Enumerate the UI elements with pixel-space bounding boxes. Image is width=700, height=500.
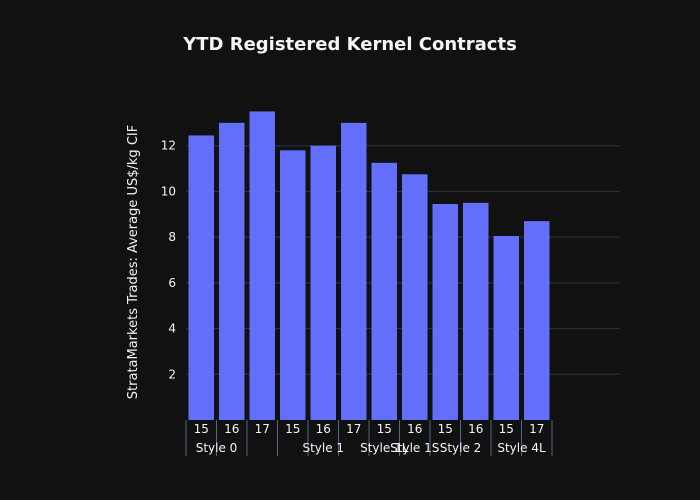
- bar: [249, 111, 275, 420]
- x-tick-label: 15: [194, 422, 209, 436]
- bar: [188, 135, 214, 420]
- y-tick-label: 10: [161, 184, 176, 198]
- group-label: Style 0: [196, 441, 238, 455]
- x-tick-label: 15: [285, 422, 300, 436]
- x-tick-label: 16: [468, 422, 483, 436]
- y-tick-label: 4: [168, 322, 176, 336]
- chart-title: YTD Registered Kernel Contracts: [182, 34, 517, 55]
- bar: [371, 162, 397, 420]
- x-tick-label: 16: [316, 422, 331, 436]
- x-tick-label: 17: [255, 422, 270, 436]
- bar: [524, 221, 550, 420]
- x-tick-label: 17: [346, 422, 361, 436]
- bar: [219, 122, 245, 420]
- bar: [493, 236, 519, 420]
- bar: [432, 204, 458, 420]
- bars: [188, 111, 550, 421]
- group-label: Style 1S: [390, 441, 439, 455]
- group-label: Style 1: [302, 441, 344, 455]
- bar: [463, 202, 489, 420]
- bar: [280, 150, 306, 421]
- bar: [341, 122, 367, 420]
- group-label: Style 2: [440, 441, 482, 455]
- group-label: Style 4L: [497, 441, 546, 455]
- x-tick-label: 16: [224, 422, 239, 436]
- x-tick-label: 15: [377, 422, 392, 436]
- y-tick-label: 8: [168, 230, 176, 244]
- x-tick-label: 16: [407, 422, 422, 436]
- x-tick-label: 15: [438, 422, 453, 436]
- y-axis-ticks: 2 4 6 8 10 12: [161, 139, 176, 382]
- group-label: Style 1L: [360, 441, 409, 455]
- y-tick-label: 2: [168, 367, 176, 381]
- y-axis-title: StrataMarkets Trades: Average US$/kg CIF: [126, 125, 141, 399]
- bar: [402, 174, 428, 420]
- y-tick-label: 12: [161, 139, 176, 153]
- x-tick-label: 15: [499, 422, 514, 436]
- x-tick-label: 17: [529, 422, 544, 436]
- bar: [310, 145, 336, 420]
- y-tick-label: 6: [168, 276, 176, 290]
- x-axis-ticks: 15 16 17 15 16 17 15 16 15 16 15 17: [194, 422, 545, 436]
